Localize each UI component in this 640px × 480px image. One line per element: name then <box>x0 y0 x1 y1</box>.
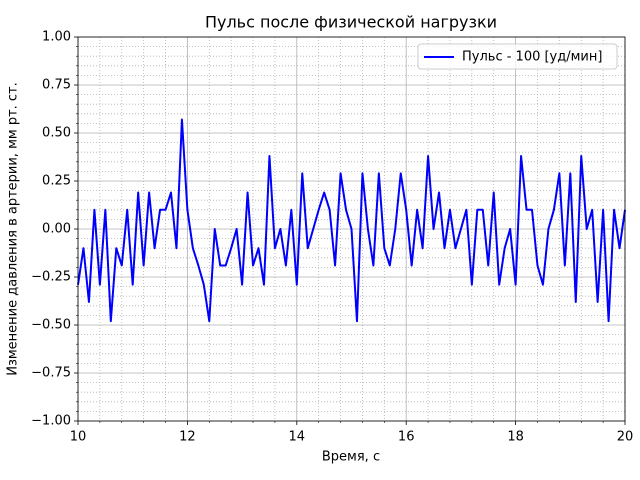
x-tick-label: 10 <box>70 430 87 445</box>
x-tick-label: 12 <box>179 430 196 445</box>
y-tick-label: −0.75 <box>31 366 71 381</box>
y-tick-label: 0.75 <box>42 78 71 93</box>
y-tick-label: −0.50 <box>31 318 71 333</box>
x-tick-label: 16 <box>398 430 415 445</box>
y-tick-label: 0.00 <box>42 222 71 237</box>
x-tick-label: 18 <box>507 430 524 445</box>
axes-frame <box>77 36 626 422</box>
chart-title: Пульс после физической нагрузки <box>205 13 497 32</box>
y-tick-label: −1.00 <box>31 414 71 429</box>
y-tick-label: 0.50 <box>42 126 71 141</box>
x-tick-label: 20 <box>617 430 634 445</box>
x-axis-label: Время, с <box>322 450 380 465</box>
legend-label: Пульс - 100 [уд/мин] <box>462 50 602 65</box>
y-tick-label: 1.00 <box>42 30 71 45</box>
y-axis-label: Изменение давления в артерии, мм рт. ст. <box>6 82 21 376</box>
y-tick-label: −0.25 <box>31 270 71 285</box>
legend-box <box>417 43 618 70</box>
y-tick-label: 0.25 <box>42 174 71 189</box>
data-line <box>77 118 626 323</box>
x-tick-label: 14 <box>289 430 306 445</box>
